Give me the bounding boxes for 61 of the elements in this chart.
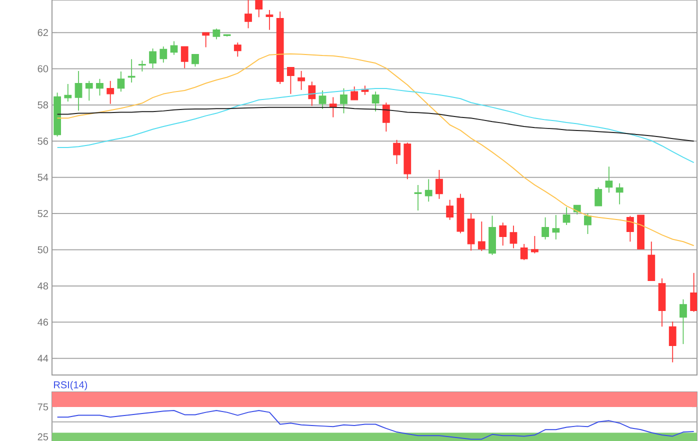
candlestick (318, 90, 326, 110)
candlestick (128, 58, 136, 83)
y-tick-label: 48 (38, 282, 48, 290)
candlestick (690, 272, 698, 312)
candlestick (626, 215, 634, 242)
candlestick (298, 70, 305, 90)
candlestick (372, 91, 380, 112)
y-tick-label: 56 (38, 138, 48, 145)
candlestick (170, 40, 178, 56)
candlestick (393, 139, 400, 164)
candlestick (96, 78, 104, 96)
candlestick (605, 166, 613, 194)
y-tick-label: 46 (38, 318, 48, 326)
candlestick (234, 42, 242, 58)
y-tick-label: 50 (38, 246, 48, 254)
candlestick (594, 186, 602, 206)
candlestick (244, 0, 252, 29)
candlestick (74, 70, 82, 112)
candlestick (668, 321, 676, 363)
candlestick (510, 225, 518, 249)
candlestick (680, 298, 687, 344)
y-tick-label: 62 (38, 29, 48, 36)
candlestick (85, 80, 93, 102)
candlestick (202, 32, 210, 48)
candlestick (584, 212, 592, 234)
candlestick (382, 102, 390, 132)
candlestick (552, 214, 560, 240)
y-tick-label: 75 (38, 403, 48, 410)
y-tick-label: 60 (38, 65, 48, 72)
y-tick-label: 58 (38, 101, 48, 108)
candlestick (562, 206, 570, 226)
candlestick (255, 0, 263, 18)
y-tick-label: 25 (38, 433, 48, 440)
candlestick (350, 86, 358, 100)
candlestick (499, 222, 507, 246)
candlestick (446, 199, 454, 220)
chart-title: RSI(14) (54, 380, 88, 390)
y-tick-label: 54 (38, 174, 48, 181)
candlestick (138, 60, 146, 72)
candlestick (160, 46, 168, 64)
candlestick (520, 244, 528, 261)
candlestick (531, 236, 538, 254)
candlestick (308, 81, 316, 106)
candlestick (149, 48, 156, 69)
candlestick (414, 184, 422, 211)
candlestick (287, 66, 294, 94)
y-tick-label: 44 (38, 354, 48, 362)
candlestick (192, 54, 199, 68)
candlestick (436, 169, 443, 200)
y-tick-label: 52 (38, 210, 48, 218)
candlestick (478, 221, 486, 252)
candlestick (64, 84, 72, 102)
candlestick (340, 88, 348, 114)
candlestick (266, 9, 274, 30)
candlestick (212, 28, 220, 40)
candlestick (106, 80, 114, 104)
candlestick (616, 182, 624, 205)
candlestick (180, 46, 188, 69)
candlestick (542, 216, 549, 240)
candlestick (117, 71, 125, 92)
candlestick (424, 178, 432, 202)
